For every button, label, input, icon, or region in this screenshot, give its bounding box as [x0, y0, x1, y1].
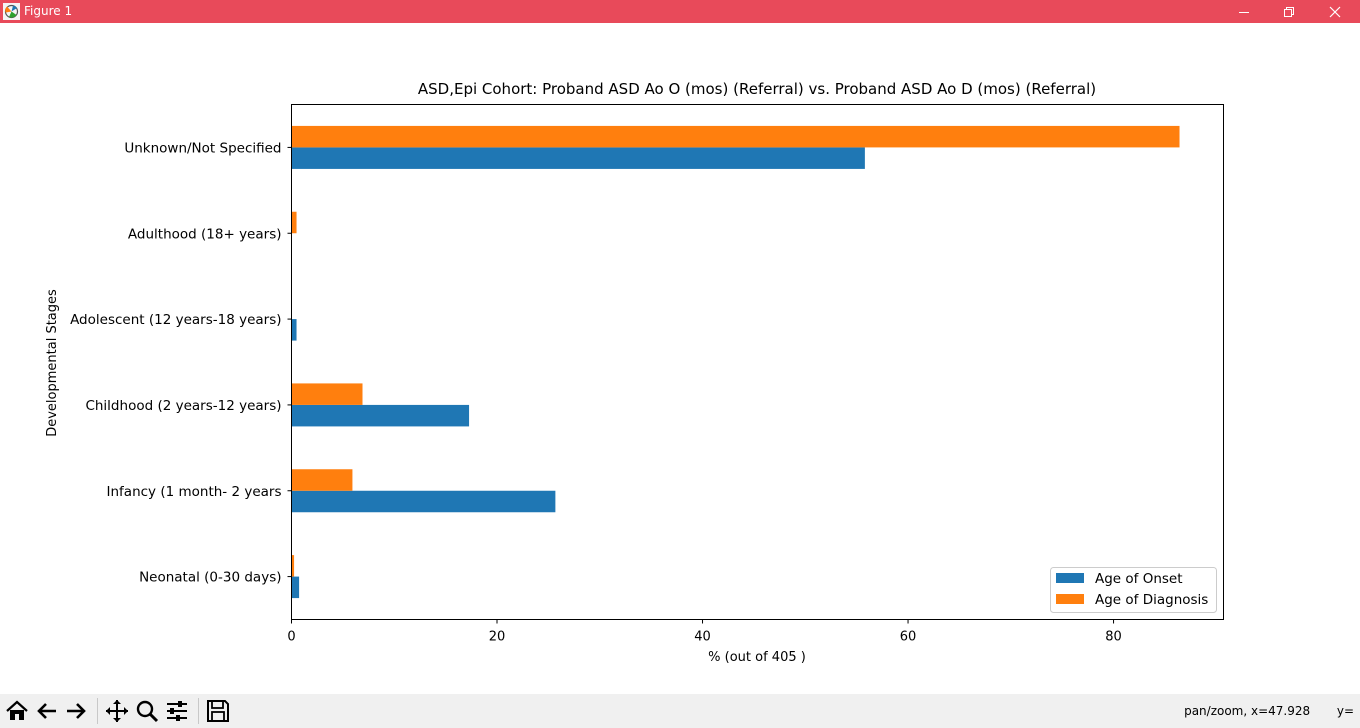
status-readout: pan/zoom, x=47.928 y=	[1184, 704, 1354, 718]
floppy-disk-icon	[207, 700, 229, 722]
restore-button[interactable]	[1266, 0, 1312, 23]
legend-swatch	[1056, 573, 1084, 583]
bar-diagnosis	[291, 469, 353, 491]
y-tick-label: Adulthood (18+ years)	[128, 226, 282, 242]
legend: Age of Onset Age of Diagnosis	[1050, 567, 1217, 613]
x-tick-label: 0	[287, 630, 295, 645]
bar-onset	[291, 490, 556, 513]
x-tick-label: 60	[900, 630, 917, 645]
figure-app-icon	[3, 3, 20, 20]
toolbar-separator	[198, 698, 199, 724]
back-button[interactable]	[33, 696, 61, 726]
y-tick-label: Childhood (2 years-12 years)	[85, 398, 281, 414]
sliders-icon	[167, 701, 187, 721]
legend-label: Age of Onset	[1095, 571, 1183, 587]
x-tick-label: 20	[489, 630, 506, 645]
x-axis-label: % (out of 405 )	[708, 650, 806, 665]
navigation-toolbar: pan/zoom, x=47.928 y=	[0, 694, 1360, 728]
bar-chart: ASD,Epi Cohort: Proband ASD Ao O (mos) (…	[45, 80, 1224, 665]
arrow-right-icon	[67, 703, 86, 719]
configure-subplots-button[interactable]	[163, 696, 191, 726]
magnifier-icon	[136, 700, 159, 723]
minimize-button[interactable]	[1221, 0, 1267, 23]
close-button[interactable]	[1312, 0, 1358, 23]
bar-onset	[291, 576, 300, 599]
move-icon	[106, 700, 128, 722]
forward-button[interactable]	[62, 696, 90, 726]
window-titlebar: Figure 1	[0, 0, 1360, 23]
bar-diagnosis	[291, 555, 295, 577]
zoom-button[interactable]	[133, 696, 161, 726]
minimize-icon	[1239, 11, 1249, 13]
window-title: Figure 1	[24, 4, 73, 18]
legend-swatch	[1056, 594, 1084, 604]
x-tick-label: 40	[694, 630, 711, 645]
y-tick-label: Adolescent (12 years-18 years)	[70, 312, 281, 328]
y-tick-label: Neonatal (0-30 days)	[139, 570, 281, 586]
close-icon	[1329, 6, 1341, 17]
plot-frame	[291, 104, 1224, 620]
bar-diagnosis	[291, 211, 297, 234]
arrow-left-icon	[37, 703, 56, 719]
save-button[interactable]	[204, 696, 232, 726]
toolbar-separator	[97, 698, 98, 724]
y-axis-label: Developmental Stages	[45, 289, 60, 437]
bar-onset	[291, 404, 470, 427]
y-tick-label: Infancy (1 month- 2 years	[107, 484, 282, 500]
bar-onset	[291, 147, 865, 169]
pan-button[interactable]	[103, 696, 131, 726]
bar-onset	[291, 319, 297, 341]
chart-title: ASD,Epi Cohort: Proband ASD Ao O (mos) (…	[418, 80, 1096, 98]
home-icon	[6, 700, 28, 720]
legend-label: Age of Diagnosis	[1095, 592, 1208, 608]
bar-diagnosis	[291, 125, 1180, 148]
y-tick-label: Unknown/Not Specified	[124, 140, 281, 156]
x-tick-label: 80	[1105, 630, 1122, 645]
home-button[interactable]	[3, 696, 31, 726]
bar-diagnosis	[291, 383, 363, 405]
restore-icon	[1284, 6, 1294, 17]
figure-canvas[interactable]: ASD,Epi Cohort: Proband ASD Ao O (mos) (…	[0, 23, 1360, 694]
